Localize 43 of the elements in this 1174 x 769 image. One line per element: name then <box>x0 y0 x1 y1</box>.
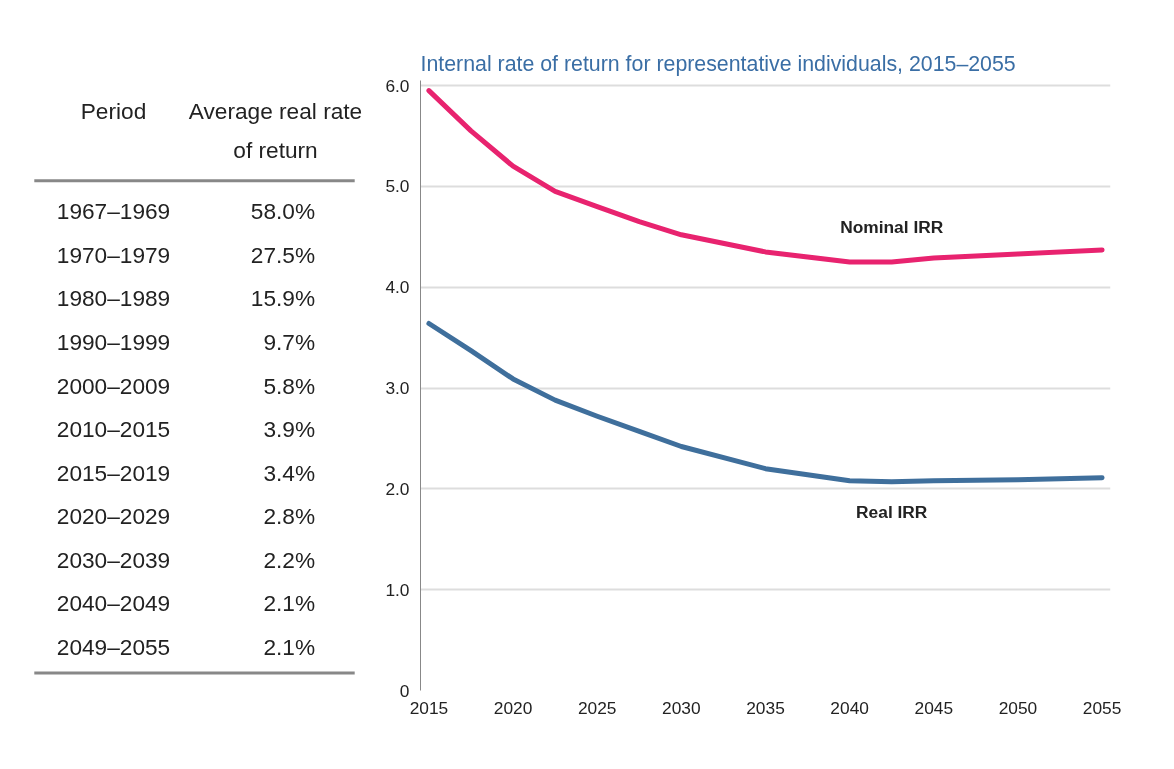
category-label: 2040–2049 <box>56 590 171 617</box>
data-label: 15.9% <box>250 285 316 312</box>
x-tick-label: 2015 <box>409 697 449 718</box>
data-label: 3.9% <box>263 416 316 443</box>
y-tick-label: 1.0 <box>385 579 410 600</box>
data-label: 2.8% <box>263 503 316 530</box>
data-label: 27.5% <box>250 241 316 268</box>
x-tick-label: 2040 <box>830 697 869 718</box>
x-tick-label: 2055 <box>1082 697 1122 718</box>
data-label: 9.7% <box>263 328 316 355</box>
data-label: 2.1% <box>263 633 316 660</box>
data-label: 5.8% <box>263 372 316 399</box>
data-label: 2.2% <box>263 546 316 573</box>
category-label: 2010–2015 <box>56 416 171 443</box>
x-tick-label: 2045 <box>914 697 954 718</box>
x-tick-label: 2030 <box>662 697 701 718</box>
x-tick-label: 2020 <box>493 697 533 718</box>
data-label: 3.4% <box>263 459 316 486</box>
y-tick-label: 5.0 <box>385 176 410 197</box>
data-label: 2.1% <box>263 590 316 617</box>
data-label: 58.0% <box>250 198 316 225</box>
category-label: 2015–2019 <box>56 459 171 486</box>
category-label: 1990–1999 <box>56 328 171 355</box>
series-label: Nominal IRR <box>840 216 944 237</box>
category-label: 2049–2055 <box>56 633 171 660</box>
category-label: 1970–1979 <box>56 241 171 268</box>
category-label: 2000–2009 <box>56 372 171 399</box>
x-tick-label: 2050 <box>998 697 1038 718</box>
x-tick-label: 2025 <box>577 697 617 718</box>
category-label: 2030–2039 <box>56 546 171 573</box>
y-tick-label: 3.0 <box>385 378 410 399</box>
chart-title: Internal rate of return for representative individuals, 2015–2055 <box>420 51 1016 76</box>
y-tick-label: 6.0 <box>385 75 410 96</box>
x-tick-label: 2035 <box>746 697 785 718</box>
text: Average real rate of return <box>188 98 363 164</box>
category-label: 1967–1969 <box>56 198 171 225</box>
y-tick-label: 2.0 <box>385 478 410 499</box>
y-tick-label: 0 <box>399 680 410 701</box>
category-label: 1980–1989 <box>56 285 171 312</box>
y-tick-label: 4.0 <box>385 277 410 298</box>
text: Period <box>80 98 147 124</box>
series-label: Real IRR <box>856 502 928 523</box>
category-label: 2020–2029 <box>56 503 171 530</box>
